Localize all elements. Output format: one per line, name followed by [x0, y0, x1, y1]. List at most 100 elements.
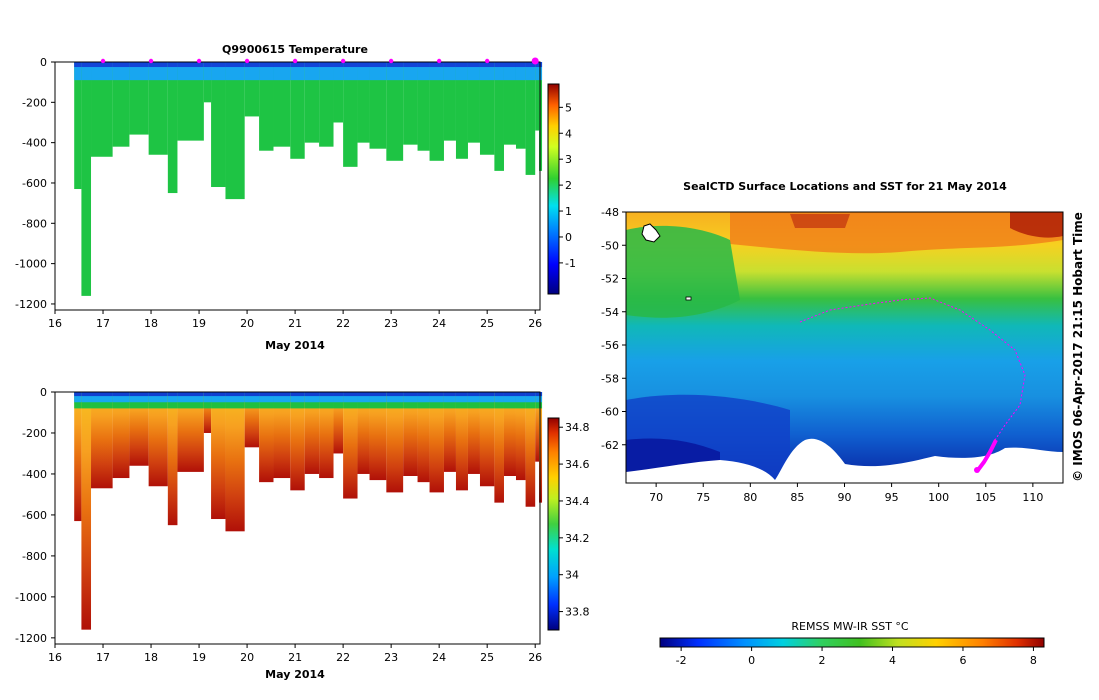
x-tick-label: 25	[480, 317, 494, 330]
sst-colorbar-label: REMSS MW-IR SST °C	[791, 620, 909, 633]
salinity-upper-layer	[244, 392, 260, 403]
temperature-upper-layer	[525, 62, 536, 81]
salinity-profile-column	[259, 392, 274, 483]
salinity-upper-layer	[515, 392, 526, 403]
y-tick-label: -400	[22, 137, 47, 150]
colorbar-tick-label: 34.2	[565, 532, 590, 545]
x-tick-label: 18	[144, 651, 158, 664]
temperature-xlabel: May 2014	[265, 339, 325, 352]
temperature-upper-layer	[167, 62, 178, 81]
temperature-surface-layer	[203, 62, 212, 68]
x-tick-label: 17	[96, 317, 110, 330]
y-tick-label: -600	[22, 509, 47, 522]
surface-marker	[100, 58, 106, 64]
colorbar-tick-label: 3	[565, 153, 572, 166]
salinity-upper-layer	[290, 392, 305, 403]
temperature-surface-layer	[455, 62, 468, 68]
y-tick-label: -600	[22, 177, 47, 190]
island-heard	[685, 296, 692, 301]
temperature-upper-layer	[74, 62, 82, 81]
y-tick-label: -800	[22, 217, 47, 230]
green-west-patch	[626, 225, 740, 318]
salinity-surface-layer	[429, 392, 444, 397]
temperature-surface-layer	[112, 62, 130, 68]
salinity-profile-column	[535, 392, 540, 462]
salinity-profile-column	[357, 392, 370, 474]
salinity-surface-layer	[467, 392, 480, 397]
salinity-surface-layer	[403, 392, 418, 397]
temperature-surface-layer	[525, 62, 536, 68]
temperature-profile-column	[515, 62, 526, 149]
temperature-surface-layer	[443, 62, 456, 68]
surface-marker	[484, 58, 490, 64]
map-x-tick-label: 100	[928, 491, 949, 504]
salinity-upper-layer	[225, 392, 245, 403]
temperature-surface-layer	[167, 62, 178, 68]
salinity-surface-layer	[244, 392, 260, 397]
colorbar-tick-label: 5	[565, 101, 572, 114]
temperature-surface-layer	[357, 62, 370, 68]
salinity-profile-column	[515, 392, 526, 481]
salinity-plot-frame	[54, 391, 541, 645]
salinity-upper-layer	[386, 392, 404, 403]
salinity-profile-column	[417, 392, 430, 483]
map-x-axis: 70 75 80 85 90 95 100 105 110	[649, 483, 1043, 504]
temperature-colorbar-ticks: 5 4 3 2 1 0 -1	[559, 101, 576, 270]
salinity-profile-column	[503, 392, 516, 476]
temperature-upper-layer	[535, 62, 540, 81]
temperature-surface-layer	[81, 62, 92, 68]
temperature-profile-column	[357, 62, 370, 143]
colorbar-tick-label: 1	[565, 205, 572, 218]
x-tick-label: 26	[528, 317, 542, 330]
colorbar-tick-label: 34.6	[565, 458, 590, 471]
salinity-upper-layer	[417, 392, 430, 403]
salinity-upper-layer	[259, 392, 274, 403]
temperature-profile-column	[429, 62, 444, 161]
x-tick-label: 22	[336, 651, 350, 664]
map-x-tick-label: 105	[975, 491, 996, 504]
salinity-upper-layer	[112, 392, 130, 403]
surface-marker	[196, 58, 202, 64]
temperature-upper-layer	[203, 62, 212, 81]
map-y-tick-label: -54	[601, 306, 619, 319]
salinity-upper-layer	[535, 392, 540, 403]
surface-marker	[148, 58, 154, 64]
salinity-surface-layer	[503, 392, 516, 397]
salinity-profile-column	[290, 392, 305, 491]
temperature-surface-layer	[503, 62, 516, 68]
salinity-surface-layer	[539, 392, 543, 397]
x-tick-label: 19	[192, 317, 206, 330]
salinity-upper-layer	[539, 392, 543, 403]
salinity-upper-layer	[525, 392, 536, 403]
map-y-tick-label: -58	[601, 372, 619, 385]
temperature-profile-column	[525, 62, 536, 175]
salinity-upper-layer	[203, 392, 212, 403]
salinity-surface-layer	[304, 392, 320, 397]
salinity-surface-layer	[417, 392, 430, 397]
temperature-profile-column	[535, 62, 540, 131]
salinity-profile-column	[167, 392, 178, 526]
seal-track-recent	[976, 439, 998, 472]
salinity-surface-layer	[343, 392, 358, 397]
surface-marker	[292, 58, 298, 64]
y-tick-label: -1200	[15, 298, 47, 311]
temperature-surface-layer	[290, 62, 305, 68]
salinity-surface-layer	[225, 392, 245, 397]
salinity-profile-column	[225, 392, 245, 532]
salinity-upper-layer	[333, 392, 344, 403]
temperature-plot-frame	[54, 61, 541, 311]
salinity-upper-layer	[273, 392, 291, 403]
temperature-title: Q9900615 Temperature	[222, 43, 368, 56]
x-tick-label: 23	[384, 651, 398, 664]
salinity-profile-column	[203, 392, 212, 433]
salinity-profiles	[74, 392, 543, 630]
surface-marker	[531, 57, 539, 65]
sst-colorbar-tick-label: 8	[1030, 654, 1037, 667]
temperature-surface-layer	[479, 62, 495, 68]
salinity-upper-layer	[129, 392, 149, 403]
map-x-tick-label: 85	[790, 491, 804, 504]
salinity-profile-column	[539, 392, 543, 503]
map-y-tick-label: -50	[601, 239, 619, 252]
salinity-profile-column	[455, 392, 468, 491]
x-tick-label: 21	[288, 651, 302, 664]
